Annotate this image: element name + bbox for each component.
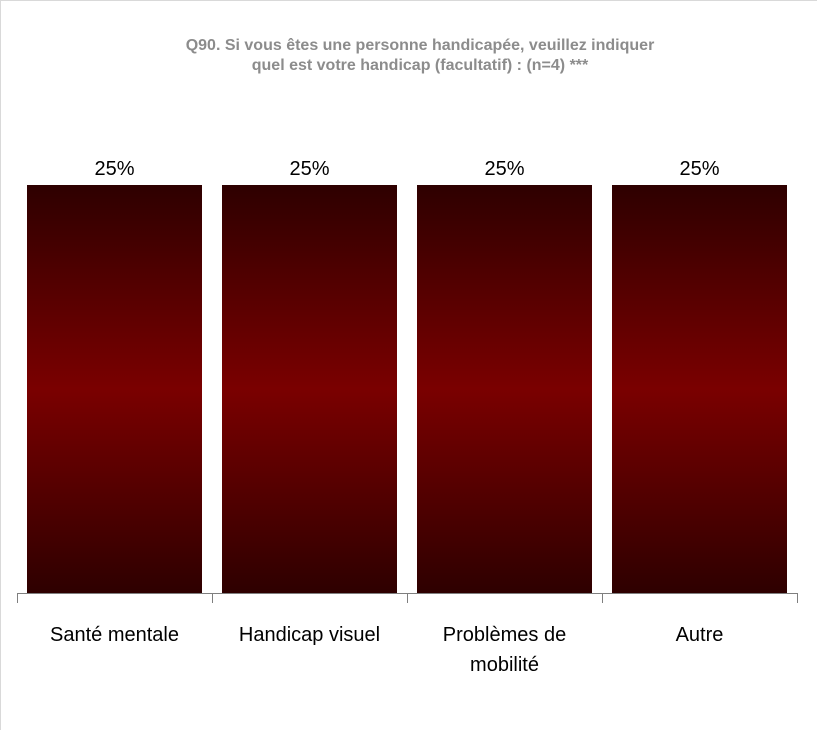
- chart-title: Q90. Si vous êtes une personne handicapé…: [90, 36, 750, 76]
- chart-title-line-1: Q90. Si vous êtes une personne handicapé…: [185, 37, 655, 54]
- bar-4: [612, 185, 787, 593]
- data-label-2: 25%: [289, 158, 329, 180]
- x-axis: [17, 593, 798, 603]
- chart-title-line-2: quel est votre handicap (facultatif) : (…: [251, 57, 589, 74]
- bar-1: [27, 185, 202, 593]
- labels-layer: 25% Santé mentale 25% Handicap visuel 25% Pro…: [50, 158, 723, 676]
- category-label-4: Autre: [676, 624, 724, 646]
- bars-layer: [27, 185, 787, 593]
- category-label-3: Problèmes de mobilité: [443, 624, 566, 676]
- data-label-1: 25%: [94, 158, 134, 180]
- bar-2: [222, 185, 397, 593]
- category-label-1: Santé mentale: [50, 624, 179, 646]
- category-label-2: Handicap visuel: [239, 624, 380, 646]
- bar-3: [417, 185, 592, 593]
- data-label-3: 25%: [484, 158, 524, 180]
- data-label-4: 25%: [679, 158, 719, 180]
